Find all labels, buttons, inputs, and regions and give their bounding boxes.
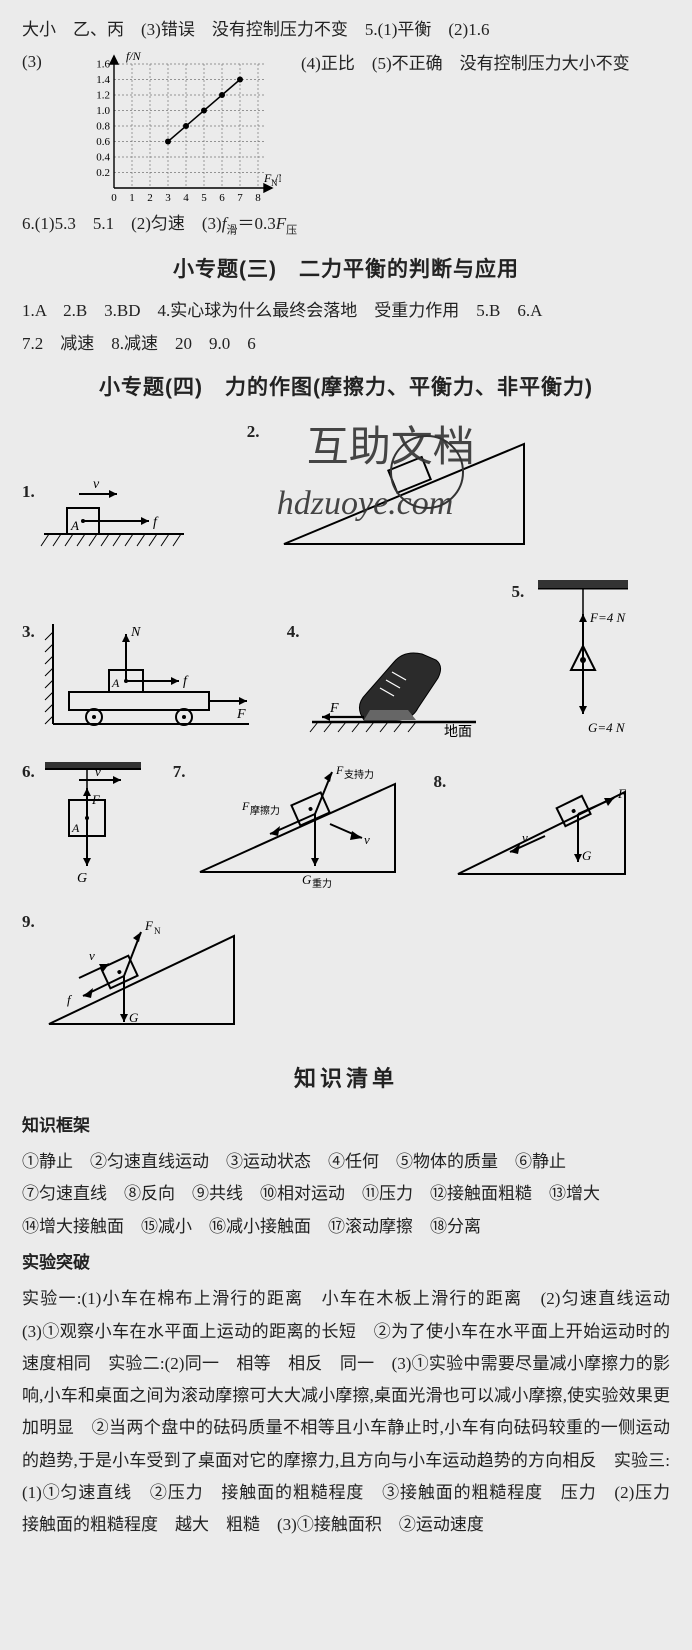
svg-text:1.2: 1.2 [96, 90, 110, 102]
svg-text:F: F [335, 763, 344, 777]
diagram-4: 4. 地面 F [287, 614, 484, 744]
diagram-6: 6. v A F G [22, 754, 149, 894]
svg-text:v: v [95, 764, 101, 779]
diagram-7: 7. F支持力 F摩擦力 v G重力 [173, 754, 410, 894]
label-A: A [70, 518, 79, 533]
eq-mid: ＝0.3 [237, 214, 275, 233]
svg-text:F=4 N: F=4 N [589, 610, 626, 625]
svg-text:摩擦力: 摩擦力 [250, 804, 280, 817]
svg-text:G: G [77, 871, 87, 886]
svg-text:G: G [129, 1010, 139, 1025]
eq-F: F [276, 214, 286, 233]
svg-text:v: v [93, 477, 100, 492]
svg-text:3: 3 [165, 192, 171, 204]
svg-text:0: 0 [111, 192, 117, 204]
ans3-line1: 1.A 2.B 3.BD 4.实心球为什么最终会落地 受重力作用 5.B 6.A [22, 295, 670, 327]
kuangjia-l3: ⑭增大接触面 ⑮减小 ⑯减小接触面 ⑰滚动摩擦 ⑱分离 [22, 1211, 670, 1243]
answer-line-6: 6.(1)5.3 5.1 (2)匀速 (3)f滑＝0.3F压 [22, 208, 670, 241]
diagram-5: 5. F=4 N G=4 N [512, 574, 639, 744]
svg-text:F: F [617, 786, 627, 801]
ans3-line2: 7.2 减速 8.减速 20 9.0 6 [22, 328, 670, 360]
diagram-num: 1. [22, 476, 35, 508]
svg-text:F: F [329, 701, 339, 716]
diagram-num: 8. [434, 766, 447, 798]
svg-text:f: f [183, 674, 189, 689]
svg-text:G=4 N: G=4 N [588, 720, 626, 735]
svg-text:地面: 地面 [444, 724, 472, 740]
subhead-shiyan: 实验突破 [22, 1247, 670, 1279]
svg-text:0.2: 0.2 [96, 167, 110, 179]
subhead-kuangjia: 知识框架 [22, 1110, 670, 1142]
svg-text:重力: 重力 [312, 877, 332, 890]
answer-line: 大小 乙、丙 (3)错误 没有控制压力不变 5.(1)平衡 (2)1.6 [22, 14, 670, 46]
svg-text:v: v [364, 832, 370, 847]
svg-text:0.8: 0.8 [96, 121, 110, 133]
row-q3-chart: (3) f/N [22, 46, 670, 208]
kuangjia-l2: ⑦匀速直线 ⑧反向 ⑨共线 ⑩相对运动 ⑪压力 ⑫接触面粗糙 ⑬增大 [22, 1178, 670, 1210]
svg-text:1.0: 1.0 [96, 105, 110, 117]
diagram-row-2: 3. A N [22, 574, 670, 744]
diagram-row-4: 9. FN v f G [22, 904, 670, 1044]
section-title-3: 小专题(三) 二力平衡的判断与应用 [22, 250, 670, 290]
eq-sub1: 滑 [226, 225, 237, 237]
eq-sub2: 压 [286, 225, 297, 237]
q4-q5-text: (4)正比 (5)不正确 没有控制压力大小不变 [281, 46, 670, 80]
scatter-chart: f/N 0.2 0.4 [86, 48, 281, 208]
svg-text:6: 6 [219, 192, 225, 204]
svg-text:1.4: 1.4 [96, 74, 110, 86]
svg-text:4: 4 [183, 192, 189, 204]
svg-text:5: 5 [201, 192, 207, 204]
diagram-num: 4. [287, 616, 300, 648]
diagram-8: 8. v F G [434, 764, 641, 894]
svg-text:f: f [153, 515, 159, 530]
diagram-row-3: 6. v A F G 7. [22, 754, 670, 894]
diagram-row-1: 1. A v f 2. [22, 414, 670, 564]
svg-text:F: F [144, 918, 154, 933]
svg-text:0.4: 0.4 [96, 152, 110, 164]
svg-text:/N: /N [275, 171, 281, 185]
svg-text:G: G [582, 848, 592, 863]
diagram-2: 2. 互助文档 hdzuoye.com [247, 414, 544, 564]
diagram-num: 7. [173, 756, 186, 788]
diagram-num: 2. [247, 416, 260, 448]
section-title-4: 小专题(四) 力的作图(摩擦力、平衡力、非平衡力) [22, 368, 670, 408]
svg-text:A: A [71, 821, 80, 835]
diagram-num: 5. [512, 576, 525, 608]
svg-text:0.6: 0.6 [96, 136, 110, 148]
svg-text:7: 7 [237, 192, 243, 204]
svg-text:v: v [89, 948, 95, 963]
svg-text:2: 2 [147, 192, 153, 204]
svg-text:支持力: 支持力 [344, 768, 374, 781]
diagram-num: 3. [22, 616, 35, 648]
svg-text:f/N: f/N [126, 49, 142, 63]
diagram-9: 9. FN v f G [22, 904, 249, 1044]
svg-text:G: G [302, 872, 312, 887]
diagram-1: 1. A v f [22, 474, 189, 564]
svg-text:F: F [236, 707, 246, 722]
knowledge-title: 知识清单 [22, 1058, 670, 1100]
q6-prefix: 6.(1)5.3 5.1 (2)匀速 (3) [22, 214, 222, 233]
svg-text:A: A [111, 676, 120, 690]
svg-text:N: N [154, 926, 161, 936]
diagram-num: 6. [22, 756, 35, 788]
svg-text:F: F [91, 792, 101, 807]
svg-text:1: 1 [129, 192, 135, 204]
q3-label: (3) [22, 46, 66, 78]
shiyan-paragraph: 实验一:(1)小车在棉布上滑行的距离 小车在木板上滑行的距离 (2)匀速直线运动… [22, 1283, 670, 1541]
diagram-3: 3. A N [22, 614, 259, 744]
svg-text:v: v [522, 830, 528, 845]
svg-text:N: N [130, 625, 141, 640]
svg-text:F: F [241, 799, 250, 813]
kuangjia-l1: ①静止 ②匀速直线运动 ③运动状态 ④任何 ⑤物体的质量 ⑥静止 [22, 1146, 670, 1178]
diagram-num: 9. [22, 906, 35, 938]
svg-text:f: f [67, 992, 73, 1007]
svg-text:1.6: 1.6 [96, 59, 110, 71]
svg-text:8: 8 [255, 192, 261, 204]
